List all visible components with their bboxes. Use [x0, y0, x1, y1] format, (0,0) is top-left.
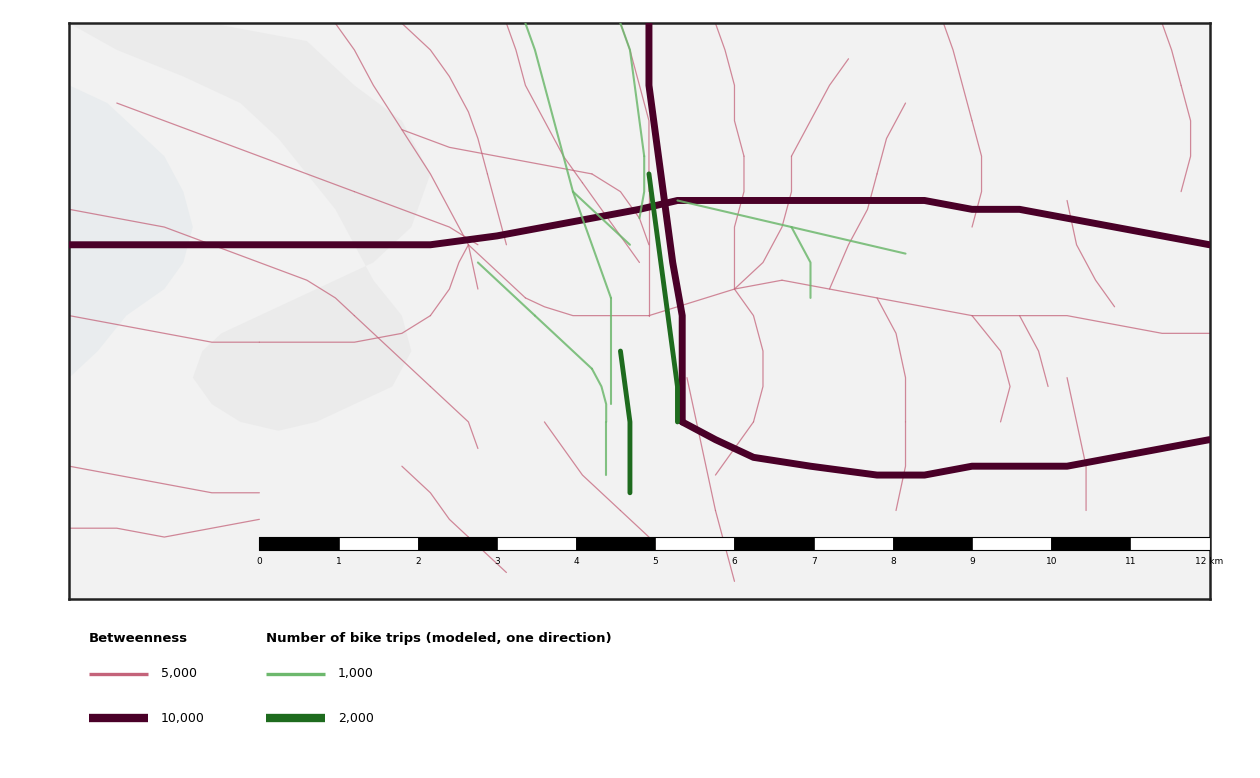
Text: 4: 4 [573, 557, 578, 566]
Bar [655, 537, 735, 550]
Text: 11: 11 [1125, 557, 1137, 566]
Text: 12 km: 12 km [1196, 557, 1223, 566]
Bar [418, 537, 496, 550]
Bar [260, 537, 1210, 550]
Bar [496, 537, 576, 550]
Text: 1,000: 1,000 [338, 668, 374, 680]
Bar [893, 537, 971, 550]
Bar [814, 537, 893, 550]
Text: 0: 0 [257, 557, 262, 566]
Text: Number of bike trips (modeled, one direction): Number of bike trips (modeled, one direc… [266, 633, 611, 646]
Text: 10,000: 10,000 [161, 712, 205, 724]
Text: 1: 1 [335, 557, 341, 566]
Bar [339, 537, 418, 550]
Text: 10: 10 [1046, 557, 1057, 566]
Text: 7: 7 [810, 557, 816, 566]
Bar [576, 537, 655, 550]
Bar [971, 537, 1051, 550]
Bar [1130, 537, 1210, 550]
Text: Betweenness: Betweenness [89, 633, 188, 646]
Polygon shape [69, 23, 431, 431]
Text: 6: 6 [732, 557, 737, 566]
Text: 5,000: 5,000 [161, 668, 197, 680]
Text: 2,000: 2,000 [338, 712, 374, 724]
Bar [735, 537, 814, 550]
Bar [1051, 537, 1130, 550]
Text: 2: 2 [415, 557, 421, 566]
Bar [260, 537, 339, 550]
Text: 9: 9 [969, 557, 975, 566]
Polygon shape [69, 23, 193, 377]
Text: 8: 8 [890, 557, 896, 566]
Text: 3: 3 [494, 557, 500, 566]
Text: 5: 5 [653, 557, 658, 566]
